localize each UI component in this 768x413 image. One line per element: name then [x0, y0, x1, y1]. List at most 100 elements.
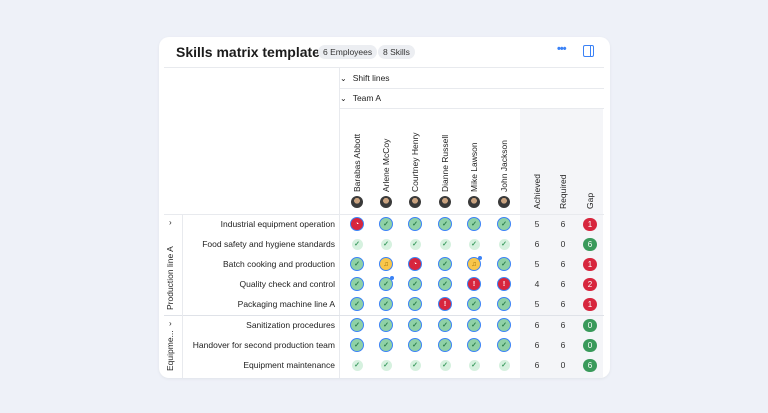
side-panel-icon[interactable] — [583, 45, 594, 57]
skill-cell-check[interactable]: ✓ — [438, 338, 452, 352]
skill-cell-check[interactable]: ✓ — [379, 338, 393, 352]
check-icon: ✓ — [501, 301, 507, 308]
skill-cell-alert[interactable]: ! — [497, 277, 511, 291]
check-icon: ✓ — [412, 342, 418, 349]
skill-cell-plain[interactable]: ✓ — [380, 238, 392, 250]
check-icon: ✓ — [354, 322, 360, 329]
gap-badge: 6 — [583, 237, 597, 251]
check-icon: ✓ — [354, 362, 360, 369]
skill-cell-check[interactable]: ✓ — [408, 217, 422, 231]
check-icon: ✓ — [383, 281, 389, 288]
skill-cell-check[interactable]: ✓ — [379, 217, 393, 231]
achieved-value: 6 — [534, 320, 540, 330]
divider — [164, 67, 604, 68]
page-title: Skills matrix template — [176, 44, 320, 60]
check-icon: ✓ — [442, 241, 448, 248]
skill-cell-alert[interactable]: ! — [438, 297, 452, 311]
check-icon: ✓ — [501, 241, 507, 248]
employees-count-badge: 6 Employees — [318, 45, 378, 59]
skill-cell-check[interactable]: ✓ — [350, 338, 364, 352]
skill-cell-check[interactable]: ✓ — [350, 277, 364, 291]
stat-column-header: Required — [558, 174, 568, 210]
skill-cell-check[interactable]: ✓ — [467, 217, 481, 231]
check-icon: ✓ — [354, 342, 360, 349]
skill-cell-check[interactable]: ✓ — [438, 318, 452, 332]
group-team-a[interactable]: ⌄ Team A — [340, 93, 381, 103]
employee-column-header[interactable]: Barabas Abbott — [352, 133, 362, 192]
stat-column-header: Achieved — [532, 174, 542, 209]
skill-cell-check[interactable]: ✓ — [379, 297, 393, 311]
required-value: 6 — [560, 340, 566, 350]
skill-cell-plain[interactable]: ✓ — [351, 238, 363, 250]
more-options-icon[interactable]: ••• — [557, 43, 567, 55]
skill-cell-check[interactable]: ✓ — [408, 338, 422, 352]
skill-cell-check[interactable]: ✓ — [467, 318, 481, 332]
skill-cell-check[interactable]: ✓ — [408, 297, 422, 311]
skill-cell-check[interactable]: ✓ — [467, 297, 481, 311]
group-shift-lines[interactable]: ⌄ Shift lines — [340, 73, 390, 83]
check-icon: ✓ — [354, 281, 360, 288]
skill-cell-plain[interactable]: ✓ — [468, 359, 480, 371]
skill-cell-check[interactable]: ✓ — [497, 318, 511, 332]
skill-name: Handover for second production team — [192, 340, 335, 350]
skill-cell-check[interactable]: ✓ — [408, 318, 422, 332]
achieved-value: 6 — [534, 239, 540, 249]
check-icon: ✓ — [412, 362, 418, 369]
chevron-right-icon[interactable]: › — [169, 319, 172, 328]
employee-column-header[interactable]: Arlene McCoy — [381, 138, 391, 192]
skill-cell-check[interactable]: ✓ — [497, 257, 511, 271]
skill-name: Food safety and hygiene standards — [202, 239, 335, 249]
skill-cell-plain[interactable]: ✓ — [409, 238, 421, 250]
chevron-down-icon: ⌄ — [340, 94, 347, 103]
skill-cell-clock[interactable]: ◔ — [408, 257, 422, 271]
employee-column-header[interactable]: Courtney Henry — [410, 132, 420, 192]
skill-cell-check[interactable]: ✓ — [379, 276, 394, 291]
skill-cell-check[interactable]: ✓ — [350, 257, 364, 271]
skill-cell-plain[interactable]: ✓ — [498, 238, 510, 250]
skill-cell-check[interactable]: ✓ — [438, 257, 452, 271]
achieved-value: 4 — [534, 279, 540, 289]
skill-cell-check[interactable]: ✓ — [350, 297, 364, 311]
achieved-value: 5 — [534, 219, 540, 229]
skill-cell-plain[interactable]: ✓ — [439, 238, 451, 250]
check-icon: ✓ — [383, 342, 389, 349]
skill-cell-plain[interactable]: ✓ — [439, 359, 451, 371]
check-icon: ✓ — [383, 322, 389, 329]
employee-column-header[interactable]: John Jackson — [499, 140, 509, 192]
skill-cell-check[interactable]: ✓ — [497, 338, 511, 352]
skills-matrix-card: Skills matrix template 6 Employees 8 Ski… — [159, 37, 610, 378]
required-value: 6 — [560, 299, 566, 309]
check-icon: ✓ — [501, 342, 507, 349]
section-label: Production line A — [165, 246, 175, 310]
skills-count-badge: 8 Skills — [378, 45, 415, 59]
skill-cell-check[interactable]: ✓ — [379, 318, 393, 332]
skill-cell-check[interactable]: ✓ — [350, 318, 364, 332]
required-value: 0 — [560, 360, 566, 370]
skill-cell-check[interactable]: ✓ — [497, 297, 511, 311]
check-icon: ✓ — [471, 221, 477, 228]
skill-cell-plain[interactable]: ✓ — [468, 238, 480, 250]
gap-badge: 1 — [583, 257, 597, 271]
skill-cell-check[interactable]: ✓ — [497, 217, 511, 231]
check-icon: ✓ — [442, 342, 448, 349]
chevron-right-icon[interactable]: › — [169, 218, 172, 227]
skill-cell-plain[interactable]: ✓ — [409, 359, 421, 371]
skill-cell-plain[interactable]: ✓ — [380, 359, 392, 371]
employee-column-header[interactable]: Dianne Russell — [440, 134, 450, 192]
skill-cell-check[interactable]: ✓ — [467, 338, 481, 352]
skill-cell-alert[interactable]: ! — [467, 277, 481, 291]
employee-column-header[interactable]: Mike Lawson — [469, 142, 479, 192]
skill-cell-plain[interactable]: ✓ — [351, 359, 363, 371]
skill-name: Quality check and control — [239, 279, 335, 289]
skill-cell-check[interactable]: ✓ — [408, 277, 422, 291]
skill-cell-plain[interactable]: ✓ — [498, 359, 510, 371]
skill-cell-check[interactable]: ✓ — [438, 217, 452, 231]
check-icon: ✓ — [383, 241, 389, 248]
skill-cell-bell[interactable]: ♫ — [379, 257, 393, 271]
skill-cell-clock[interactable]: ◔ — [350, 217, 364, 231]
bell-icon: ♫ — [471, 260, 477, 268]
skill-cell-check[interactable]: ✓ — [438, 277, 452, 291]
divider — [164, 214, 604, 215]
avatar — [468, 196, 480, 208]
skill-cell-bell[interactable]: ♫ — [467, 256, 482, 271]
